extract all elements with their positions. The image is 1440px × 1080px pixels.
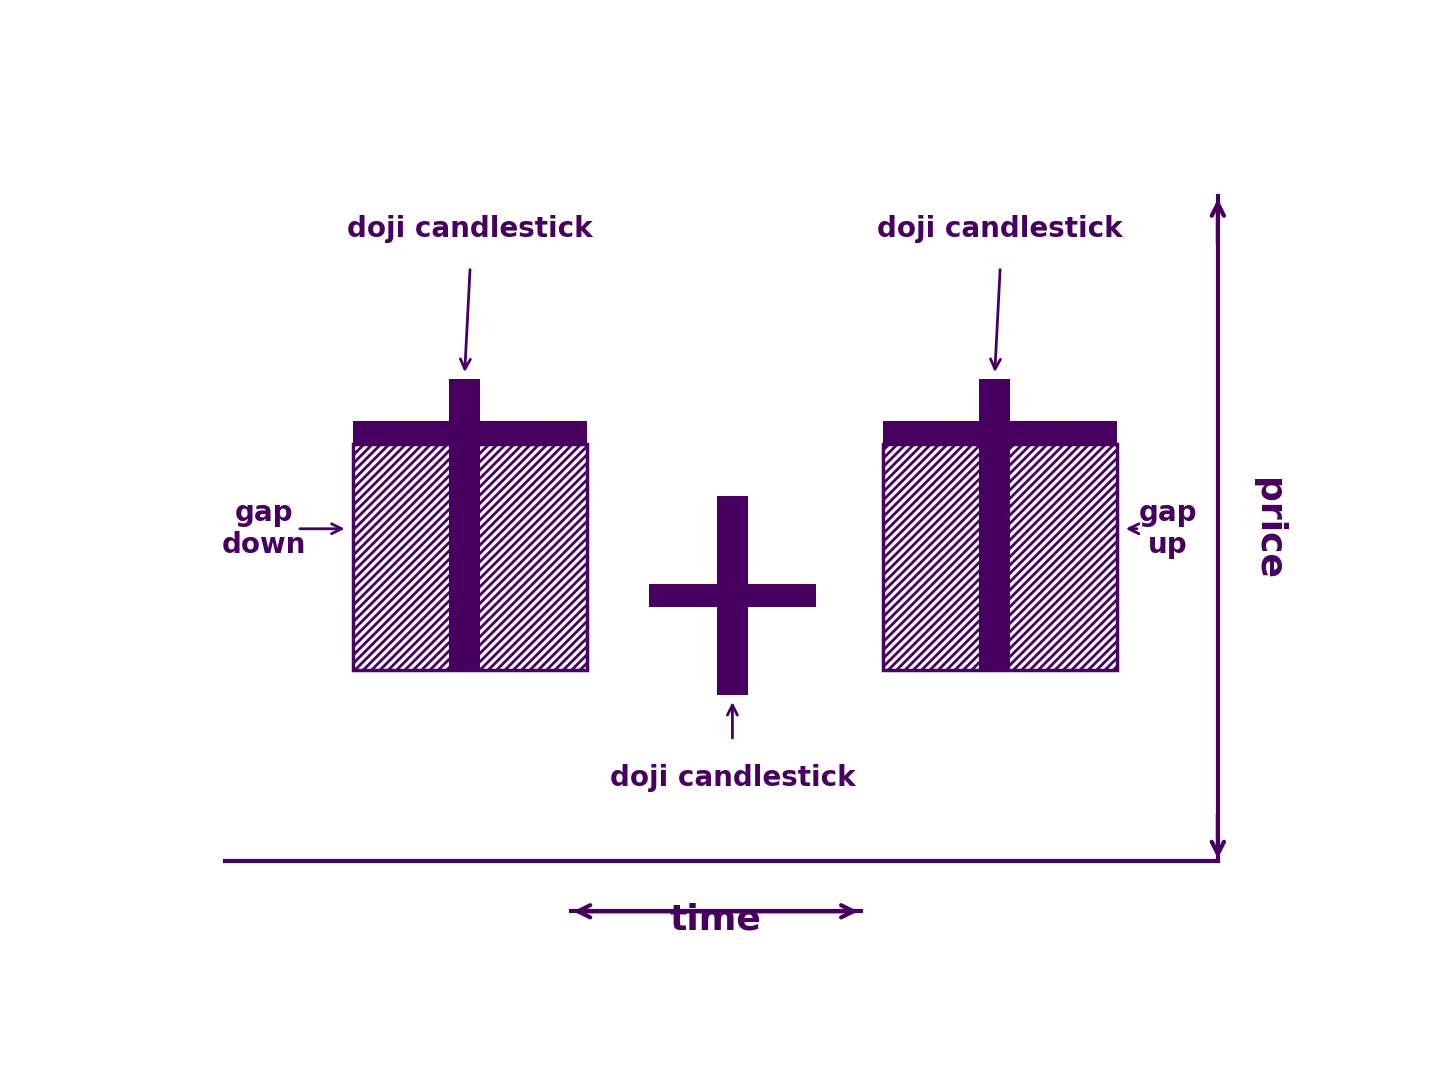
Bar — [717, 496, 747, 696]
Text: doji candlestick: doji candlestick — [609, 765, 855, 793]
Bar — [648, 583, 816, 607]
Bar — [353, 444, 588, 670]
Bar — [979, 379, 1011, 421]
Text: gap
down: gap down — [222, 499, 305, 559]
Bar — [449, 420, 480, 670]
Text: time: time — [670, 903, 762, 936]
Bar — [979, 420, 1011, 670]
Bar — [883, 444, 1117, 670]
Text: doji candlestick: doji candlestick — [347, 215, 593, 243]
Text: doji candlestick: doji candlestick — [877, 215, 1123, 243]
Bar — [449, 379, 480, 421]
Text: price: price — [1251, 477, 1284, 580]
Text: gap
up: gap up — [1139, 499, 1197, 559]
Bar — [883, 421, 1117, 444]
Bar — [353, 421, 588, 444]
